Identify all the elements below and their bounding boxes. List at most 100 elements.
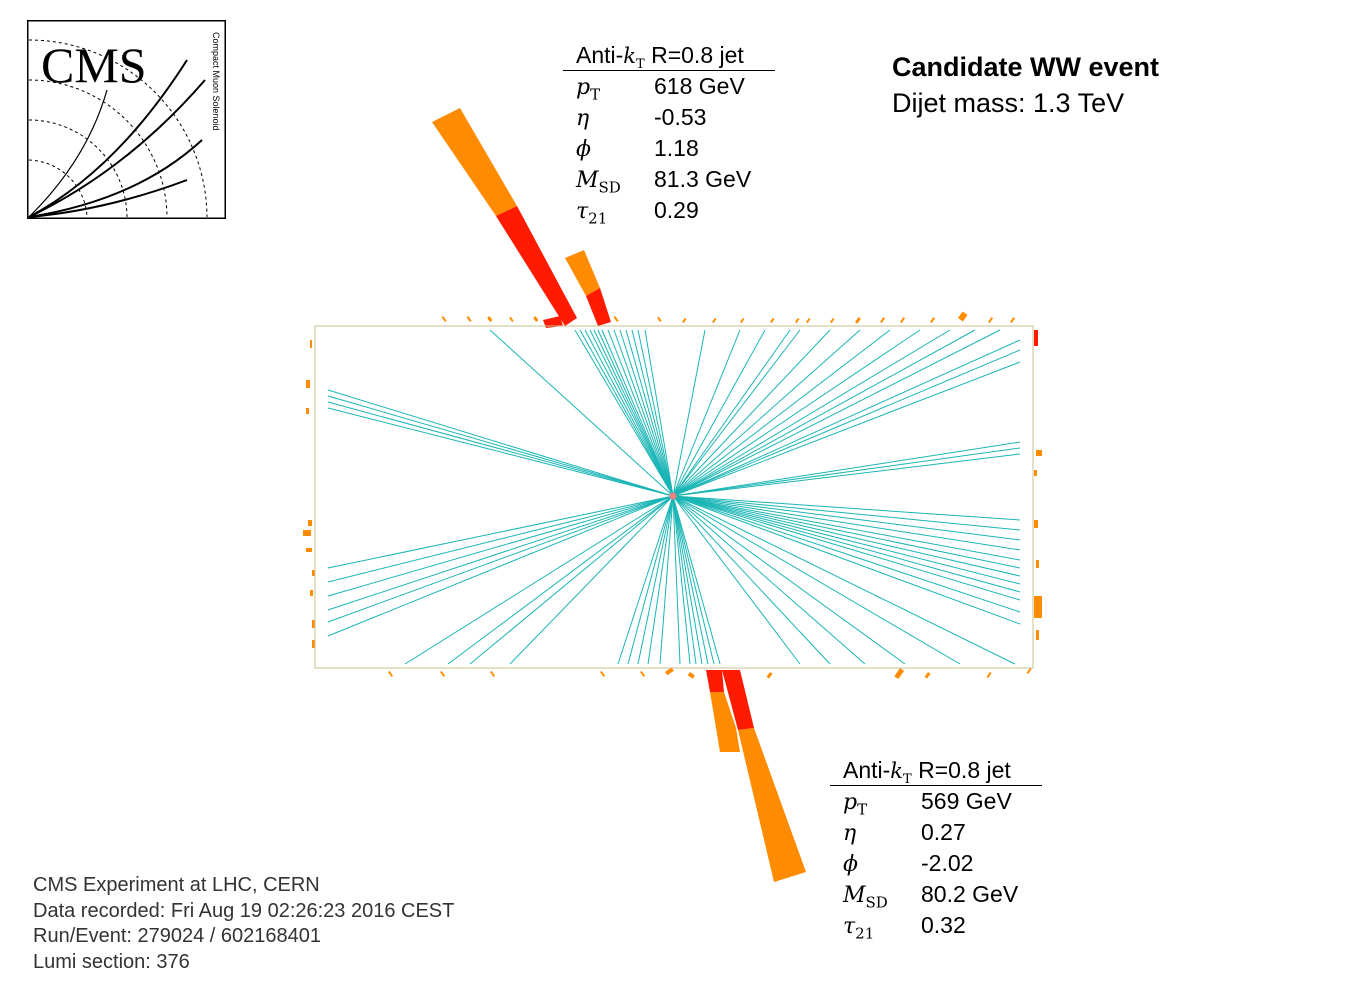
track-line bbox=[672, 495, 961, 665]
track-line bbox=[672, 349, 1021, 497]
calo-deposit bbox=[806, 317, 811, 324]
track-line bbox=[589, 329, 674, 497]
track-line bbox=[627, 495, 674, 665]
calo-deposit bbox=[1034, 330, 1038, 346]
track-line bbox=[601, 329, 674, 497]
track-line bbox=[672, 495, 866, 665]
calo-deposit bbox=[600, 670, 606, 677]
track-line bbox=[579, 329, 674, 497]
jet-table-header: Anti-kT R=0.8 jet bbox=[843, 757, 1011, 788]
calo-deposit bbox=[303, 530, 311, 536]
calo-deposit bbox=[613, 315, 619, 322]
track-line bbox=[327, 401, 674, 497]
track-line bbox=[644, 329, 674, 497]
track-line bbox=[672, 495, 1021, 601]
jet-row-phi: ϕ 1.18 bbox=[576, 135, 699, 162]
calo-deposit bbox=[388, 670, 394, 677]
track-line bbox=[672, 329, 801, 497]
track-line bbox=[597, 329, 674, 497]
calo-deposit bbox=[1026, 668, 1032, 675]
jet-row-eta: η 0.27 bbox=[843, 819, 966, 846]
track-line bbox=[327, 389, 674, 497]
calo-deposit bbox=[682, 317, 687, 324]
jet-row-msd: MSD 80.2 GeV bbox=[843, 881, 1019, 912]
track-line bbox=[613, 329, 674, 497]
track-line bbox=[327, 495, 674, 637]
track-line bbox=[327, 495, 674, 569]
calo-deposit bbox=[830, 317, 835, 324]
jet-row-tau21: τ21 0.29 bbox=[576, 197, 699, 228]
track-line bbox=[619, 329, 674, 497]
calo-deposit bbox=[1009, 317, 1016, 324]
calo-deposit bbox=[795, 317, 800, 324]
track-line bbox=[617, 495, 674, 665]
calo-deposit bbox=[306, 408, 309, 414]
jet-tower-hcal bbox=[738, 728, 806, 882]
track-line bbox=[672, 361, 1021, 497]
dijet-mass: Dijet mass: 1.3 TeV bbox=[892, 88, 1125, 118]
track-line bbox=[672, 441, 1021, 497]
jet-table-bottom: Anti-kT R=0.8 jet pT 569 GeV η 0.27 ϕ -2.02… bbox=[830, 755, 1042, 942]
calo-deposit bbox=[490, 670, 496, 677]
jet-row-pt: pT 618 GeV bbox=[576, 73, 745, 104]
calo-deposit bbox=[657, 316, 662, 323]
calo-deposit bbox=[533, 316, 539, 322]
calo-deposit bbox=[312, 620, 315, 628]
detector-outline bbox=[314, 325, 1034, 669]
jet-table-rule bbox=[563, 70, 775, 71]
cms-logo: CMS Compact Muon Solenoid bbox=[27, 20, 226, 219]
calo-deposit bbox=[987, 317, 994, 324]
jet-tower-hcal bbox=[710, 692, 740, 752]
track-line bbox=[672, 495, 906, 665]
track-line bbox=[672, 329, 831, 497]
track-line bbox=[672, 339, 1021, 497]
track-line bbox=[574, 329, 674, 497]
footer-experiment: CMS Experiment at LHC, CERN bbox=[33, 874, 320, 896]
calo-deposit bbox=[312, 570, 315, 576]
jet-row-msd: MSD 81.3 GeV bbox=[576, 166, 752, 197]
track-line bbox=[672, 329, 766, 497]
track-line bbox=[672, 495, 1021, 569]
calo-deposit bbox=[466, 315, 472, 322]
calo-deposit bbox=[441, 315, 447, 322]
track-line bbox=[672, 329, 976, 497]
calo-deposit bbox=[308, 520, 312, 526]
track-line bbox=[637, 495, 674, 665]
track-lines bbox=[327, 329, 1021, 665]
calo-deposit bbox=[487, 316, 493, 322]
calo-deposit bbox=[1036, 560, 1039, 568]
track-line bbox=[672, 329, 861, 497]
calo-deposit bbox=[986, 671, 992, 679]
track-line bbox=[672, 329, 791, 497]
logo-text: CMS bbox=[41, 37, 147, 93]
track-line bbox=[631, 329, 674, 497]
track-line bbox=[672, 495, 697, 665]
track-line bbox=[625, 329, 674, 497]
track-line bbox=[672, 495, 1021, 541]
jet-table-top: Anti-kT R=0.8 jet pT 618 GeV η -0.53 ϕ 1.18… bbox=[563, 40, 775, 228]
track-line bbox=[672, 495, 1021, 561]
track-line bbox=[327, 395, 674, 497]
track-line bbox=[327, 495, 674, 597]
track-line bbox=[584, 329, 674, 497]
calo-deposit bbox=[312, 640, 315, 648]
track-line bbox=[672, 495, 721, 665]
primary-vertex bbox=[669, 492, 677, 500]
calo-deposit bbox=[894, 668, 905, 680]
logo-subtitle: Compact Muon Solenoid bbox=[211, 32, 221, 131]
track-line bbox=[593, 329, 674, 497]
calo-deposit bbox=[854, 317, 861, 324]
calo-deposit bbox=[924, 671, 931, 679]
calo-deposit bbox=[1034, 470, 1037, 476]
calo-deposit bbox=[687, 671, 695, 679]
event-title: Candidate WW event bbox=[892, 52, 1160, 82]
footer-info: CMS Experiment at LHC, CERN Data recorde… bbox=[33, 873, 454, 975]
jet-tower-hcal bbox=[432, 108, 517, 216]
calo-deposit bbox=[1034, 596, 1042, 618]
track-line bbox=[672, 495, 1021, 613]
track-line bbox=[327, 495, 674, 623]
track-line bbox=[327, 495, 674, 583]
calo-deposit bbox=[1034, 520, 1038, 528]
track-line bbox=[489, 329, 674, 497]
